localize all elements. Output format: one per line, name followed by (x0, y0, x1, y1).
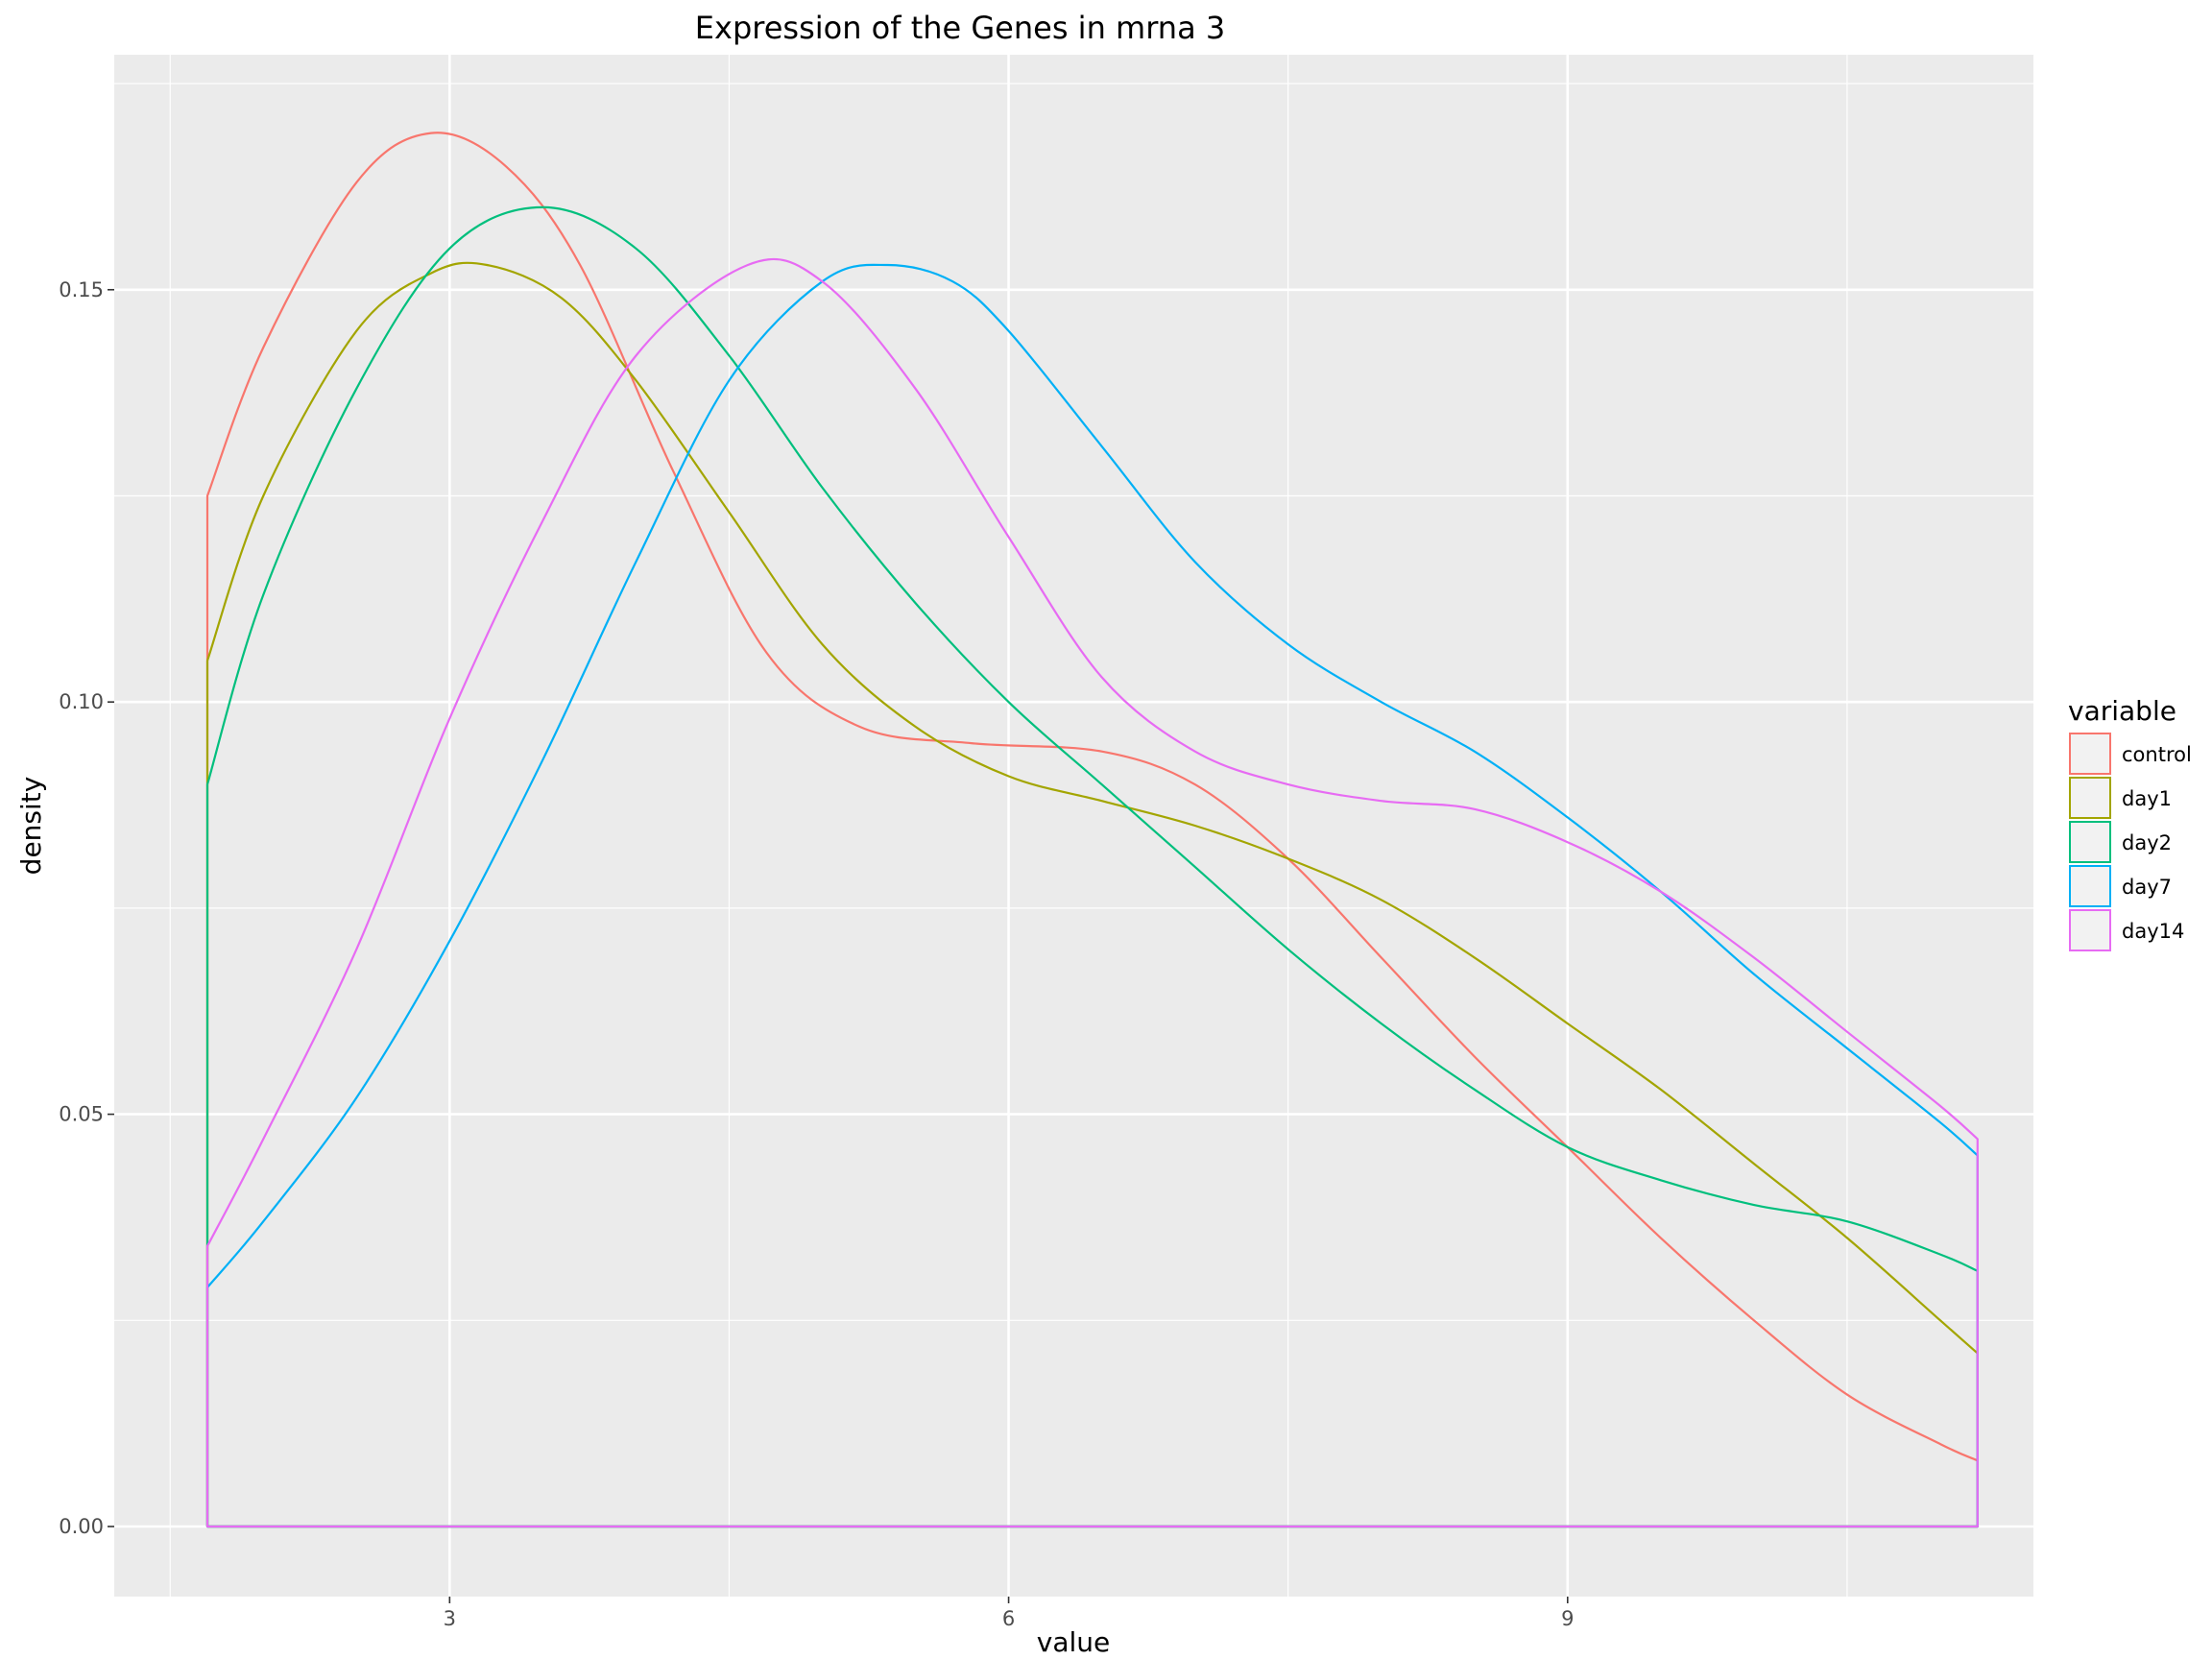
legend-key-control (2069, 733, 2111, 775)
legend-label-day2: day2 (2122, 831, 2172, 854)
x-tick-label: 3 (444, 1607, 456, 1630)
y-tick-label: 0.10 (59, 690, 104, 713)
y-axis-title: density (15, 777, 47, 876)
density-curve-control (205, 132, 1979, 1528)
x-tick-label: 9 (1561, 1607, 1574, 1630)
legend-label-day14: day14 (2122, 920, 2184, 943)
y-tick-label: 0.00 (59, 1515, 104, 1538)
series-layer (205, 132, 1979, 1528)
density-curve-day14 (205, 257, 1979, 1528)
legend-key-day7 (2069, 865, 2111, 907)
legend-label-control: control (2122, 743, 2192, 766)
y-tick-label: 0.05 (59, 1103, 104, 1126)
x-axis-title: value (1037, 1626, 1110, 1658)
legend: variable control day1 day2 day7 day14 (2068, 695, 2192, 951)
legend-title: variable (2068, 695, 2176, 727)
density-curve-day2 (205, 205, 1979, 1528)
legend-key-day14 (2069, 909, 2111, 951)
chart-title: Expression of the Genes in mrna 3 (695, 10, 1225, 46)
legend-label-day1: day1 (2122, 787, 2172, 810)
legend-items: control day1 day2 day7 day14 (2069, 733, 2192, 951)
plot-panel (114, 55, 2033, 1597)
y-tick-label: 0.15 (59, 278, 104, 301)
axis-ticks: 3 6 9 0.00 0.05 0.10 0.15 (59, 278, 1574, 1630)
x-tick-label: 6 (1002, 1607, 1015, 1630)
legend-label-day7: day7 (2122, 876, 2172, 899)
legend-key-day1 (2069, 777, 2111, 819)
density-curve-day1 (205, 261, 1979, 1528)
density-curve-day7 (205, 263, 1979, 1528)
legend-key-day2 (2069, 821, 2111, 863)
